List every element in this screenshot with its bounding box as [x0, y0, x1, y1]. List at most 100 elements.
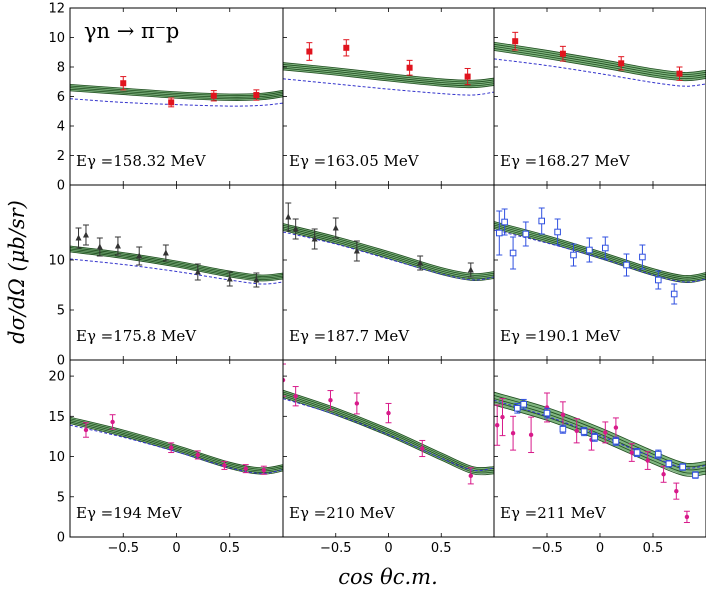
data-point: [655, 276, 662, 284]
x-tick-label: 0.5: [219, 541, 240, 556]
data-point: [120, 80, 127, 87]
theory-band-line: [494, 43, 706, 75]
theory-band-line: [283, 223, 494, 275]
theory-band-line: [70, 250, 283, 280]
data-point: [162, 249, 169, 256]
y-tick-label: 10: [48, 254, 65, 269]
data-point: [195, 452, 200, 458]
theory-band-line: [70, 247, 283, 277]
data-point: [83, 427, 89, 433]
y-tick-label: 5: [57, 490, 65, 505]
x-axis-title: cos θc.m.: [338, 565, 438, 589]
theory-band-line: [70, 85, 283, 97]
data-point: [210, 92, 217, 99]
data-point: [226, 275, 233, 282]
data-point: [222, 463, 227, 468]
data-point: [417, 259, 424, 266]
theory-band-line: [70, 418, 283, 470]
data-point: [420, 446, 425, 451]
data-point: [194, 268, 201, 275]
y-tick-label: 8: [57, 61, 65, 76]
theory-band-line: [283, 69, 494, 89]
dashed-curve: [70, 258, 283, 285]
data-point: [509, 249, 517, 257]
panel-plot-area: [494, 391, 706, 524]
data-point: [82, 231, 89, 238]
y-tick-label: 4: [57, 120, 65, 135]
y-tick-label: 10: [48, 31, 65, 46]
panel-plot-area: [283, 39, 494, 96]
data-point: [283, 377, 286, 383]
theory-band-line: [283, 389, 494, 469]
data-point: [243, 466, 248, 471]
theory-band-line: [283, 64, 494, 83]
data-point: [510, 431, 516, 436]
theory-band-line: [494, 391, 706, 464]
y-tick-label: 12: [48, 2, 65, 17]
theory-band-line: [70, 84, 283, 95]
theory-band-line: [283, 65, 494, 85]
data-point: [629, 450, 634, 455]
data-point: [602, 244, 609, 252]
theory-band-line: [283, 67, 494, 87]
data-point: [353, 247, 360, 254]
dashed-curve: [494, 399, 706, 469]
data-point: [306, 48, 313, 55]
data-point: [591, 433, 599, 441]
energy-label: Eγ =175.8 MeV: [76, 327, 197, 345]
y-tick-label: 0: [57, 354, 65, 369]
data-point: [676, 70, 683, 77]
data-point: [612, 437, 620, 445]
dashed-curve: [283, 78, 494, 96]
data-point: [520, 400, 527, 408]
data-point: [464, 73, 471, 80]
theory-band-line: [70, 87, 283, 98]
data-point: [354, 401, 360, 406]
panel-plot-area: [70, 224, 283, 288]
data-point: [522, 230, 530, 238]
panel: 0 5 10 Eγ =175.8 MeV: [48, 184, 284, 369]
y-axis-title: dσ/dΩ (μb/sr): [5, 200, 29, 344]
theory-band-line: [70, 245, 283, 276]
data-point: [332, 224, 339, 231]
reaction-label: γn → π⁻p: [84, 19, 179, 43]
data-point: [560, 412, 566, 417]
data-point: [684, 514, 690, 520]
data-point: [168, 99, 175, 106]
data-point: [559, 425, 567, 433]
data-point: [574, 428, 579, 433]
energy-label: Eγ =194 MeV: [76, 504, 183, 522]
panel-plot-area: [70, 414, 283, 475]
data-point: [311, 235, 318, 242]
energy-label: Eγ =210 MeV: [289, 504, 396, 522]
theory-band-line: [283, 224, 494, 276]
data-point: [328, 398, 333, 403]
data-point: [639, 253, 646, 261]
data-point: [285, 213, 292, 220]
data-point: [586, 246, 593, 254]
data-point: [679, 463, 686, 471]
panel-plot-area: [70, 76, 283, 108]
data-point: [665, 460, 673, 468]
panel: 0 2 4 6 8 10 12 Eγ =158.32 MeV γn → π⁻p: [48, 2, 284, 194]
data-point: [580, 428, 588, 435]
theory-band-line: [494, 48, 706, 80]
data-point: [494, 422, 500, 428]
data-point: [253, 276, 260, 283]
panel-plot-area: [494, 31, 706, 87]
data-point: [110, 419, 115, 425]
data-point: [468, 473, 473, 479]
theory-band-line: [494, 41, 706, 73]
theory-band-line: [494, 398, 706, 471]
data-point: [343, 44, 350, 51]
theory-band: [494, 221, 706, 283]
data-point: [645, 458, 650, 463]
y-tick-label: 5: [57, 304, 65, 319]
theory-band-line: [70, 416, 283, 469]
data-point: [670, 290, 678, 298]
x-tick-label: 0: [172, 541, 180, 556]
data-point: [674, 488, 679, 494]
dashed-curve: [283, 398, 494, 472]
x-tick-label: −0.5: [107, 541, 139, 556]
